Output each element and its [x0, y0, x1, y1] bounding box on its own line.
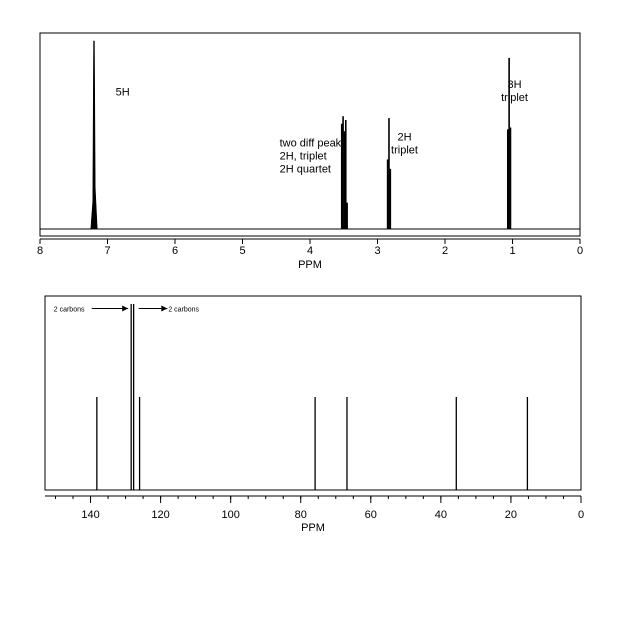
- x-tick-label: 2: [442, 245, 448, 257]
- x-axis-title: PPM: [301, 522, 325, 534]
- x-tick-label: 20: [505, 509, 517, 521]
- x-tick-label: 3: [374, 245, 380, 257]
- peak-annotation: 2 carbons: [168, 306, 199, 313]
- x-tick-label: 7: [104, 245, 110, 257]
- x-tick-label: 4: [307, 245, 313, 257]
- x-axis-title: PPM: [298, 259, 322, 271]
- peak-annotation: 2H quartet: [280, 163, 331, 175]
- x-tick-label: 120: [151, 509, 169, 521]
- x-tick-label: 8: [37, 245, 43, 257]
- x-tick-label: 0: [577, 245, 583, 257]
- x-tick-label: 0: [578, 509, 584, 521]
- peak-annotation: 2H: [397, 132, 411, 144]
- x-tick-label: 5: [239, 245, 245, 257]
- plot-frame: [39, 32, 581, 237]
- x-tick-label: 100: [221, 509, 239, 521]
- spectrum-peak: [90, 40, 98, 230]
- x-tick-label: 40: [435, 509, 447, 521]
- plot-frame: [44, 295, 582, 491]
- x-tick-label: 60: [365, 509, 377, 521]
- peak-annotation: two diff peaks: [280, 137, 348, 149]
- carbon-nmr-spectrum: 140 120 100 80 60 40 20 0 PPM 2 carbons 2 carbons: [44, 295, 584, 534]
- peak-annotation: 2H, triplet: [280, 150, 327, 162]
- annotation-arrowhead: [161, 305, 168, 312]
- annotation-arrowhead: [122, 305, 129, 312]
- x-tick-label: 1: [509, 245, 515, 257]
- peak-annotation: 3H: [507, 79, 521, 91]
- x-tick-label: 140: [81, 509, 99, 521]
- peak-annotation: 2 carbons: [54, 306, 85, 313]
- x-tick-label: 80: [295, 509, 307, 521]
- peak-annotation: triplet: [391, 145, 418, 157]
- x-tick-label: 6: [172, 245, 178, 257]
- peak-annotation: triplet: [501, 92, 528, 104]
- peak-annotation: 5H: [116, 87, 130, 99]
